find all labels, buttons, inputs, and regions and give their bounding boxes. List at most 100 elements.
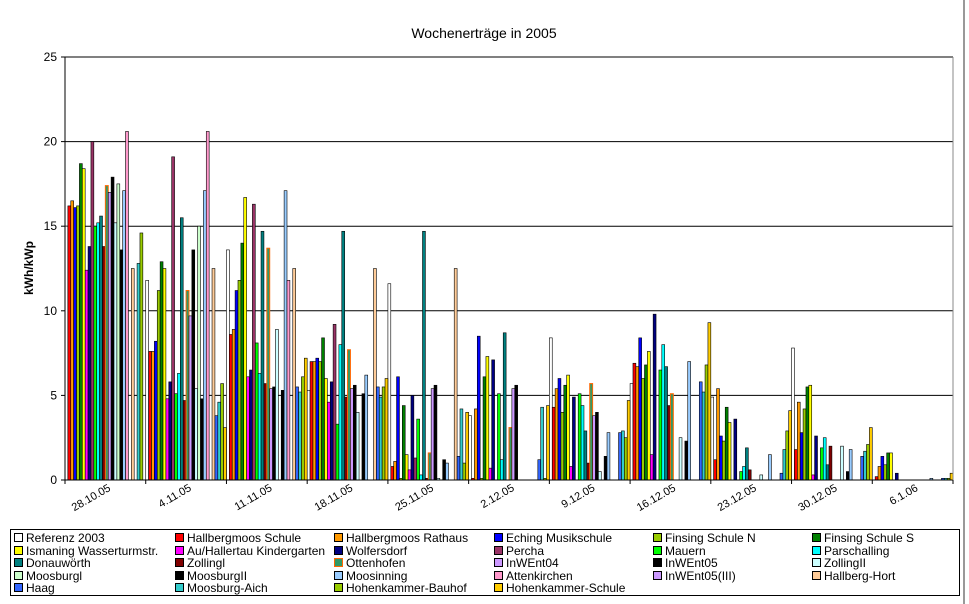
bar-moosburgii [280, 390, 285, 481]
bar-wolfersdorf [733, 418, 738, 481]
bar-donauw-rth [341, 230, 345, 481]
legend-swatch [653, 558, 662, 568]
y-tick-label: 5 [50, 388, 57, 402]
bar-donauw-rth [260, 230, 265, 481]
bar-ottenhofen [589, 383, 594, 481]
legend-item: Finsing Schule N [653, 532, 756, 545]
legend-swatch [334, 583, 343, 593]
bar-eching-musikschule [799, 432, 804, 481]
bars [64, 131, 954, 481]
bar-moosinning [768, 454, 772, 481]
legend-item: Attenkirchen [494, 569, 573, 583]
bar-zollingii [759, 474, 764, 481]
bar-ismaning-wasserturmstr- [243, 197, 247, 481]
bar-moosburg-aich [459, 408, 464, 481]
bar-ismaning-wasserturmstr- [889, 452, 893, 481]
bar-mauern [93, 225, 98, 481]
bar-hallbergmoos-schule [309, 361, 314, 481]
bar-inwent05 [595, 412, 599, 481]
legend-label: Parschalling [824, 543, 890, 558]
legend-item: Donauwörth [14, 557, 91, 570]
legend-label: Moosinning [346, 568, 408, 583]
x-tick-label: 2.12.05 [479, 482, 517, 511]
bar-finsing-schule-s [805, 386, 810, 481]
bar-moosburg-aich [782, 449, 787, 481]
bar-zollingl [747, 469, 752, 481]
legend-label: InWEnt05 [665, 556, 718, 571]
bar-eching-musikschule [638, 337, 642, 481]
bar-parschalling [177, 373, 181, 481]
legend-swatch [14, 545, 23, 555]
x-tick-label: 11.11.05 [233, 482, 275, 513]
legend-label: Wolfersdorf [346, 543, 408, 558]
bar-parschalling [500, 459, 504, 481]
bar-parschalling [338, 344, 343, 481]
legend-item: Moosinning [334, 568, 408, 583]
bar-parschalling [822, 437, 827, 481]
bar-hallbergmoos-schule [148, 351, 152, 481]
bar-referenz-2003 [549, 337, 553, 481]
legend-swatch [494, 583, 503, 593]
legend-item: Hallbergmoos Schule [175, 532, 301, 545]
bar-wolfersdorf [249, 369, 253, 481]
bar-zollingii [598, 471, 602, 481]
bar-eching-musikschule [154, 340, 158, 481]
bar-zollingii [275, 329, 279, 481]
bar-referenz-2003 [387, 283, 392, 481]
legend-swatch [494, 533, 503, 542]
bar-moosburgl [116, 183, 121, 481]
bar-inwent04 [350, 388, 354, 481]
bar-parschalling [742, 466, 746, 481]
bar-mauern [497, 393, 501, 481]
bar-hohenkammer-schule [465, 412, 469, 481]
bar-moosburg-aich [217, 401, 221, 481]
legend-swatch [653, 570, 662, 580]
bar-au-hallertau-kindergarten [488, 467, 493, 481]
bar-moosinning [122, 190, 126, 481]
bar-hohenkammer-bauhof [139, 232, 144, 481]
bar-parschalling [96, 222, 100, 481]
legend-swatch [812, 558, 821, 568]
bar-mauern [254, 342, 259, 481]
bar-wolfersdorf [895, 472, 899, 481]
bar-ismaning-wasserturmstr- [647, 351, 651, 481]
legend-label: Mauern [665, 543, 706, 558]
bar-au-hallertau-kindergarten [165, 398, 170, 481]
bar-parschalling [580, 405, 585, 481]
bar-finsing-schule-n [76, 205, 80, 481]
bar-hallbergmoos-schule [632, 362, 637, 481]
bar-moosburg-aich [136, 263, 141, 481]
y-tick-label: 25 [44, 50, 58, 64]
bar-hallbergmoos-schule [713, 459, 717, 481]
bar-finsing-schule-s [563, 384, 567, 481]
bar-hohenkammer-bauhof [381, 386, 386, 481]
legend-label: Eching Musikschule [506, 531, 613, 545]
legend-label: Percha [506, 543, 545, 558]
bar-haag [860, 456, 864, 481]
bar-ottenhofen [669, 393, 674, 481]
bar-hallbergmoos-schule [874, 476, 879, 481]
bar-haag [698, 381, 703, 481]
bar-moosburgii [361, 393, 366, 481]
bar-donauw-rth [664, 366, 668, 481]
bar-attenkirchen [125, 131, 129, 481]
bar-haag [779, 472, 784, 481]
bar-ottenhofen [266, 247, 271, 481]
bar-hohenkammer-bauhof [866, 444, 870, 481]
bar-donauw-rth [180, 217, 184, 481]
bar-finsing-schule-s [482, 376, 487, 481]
bar-donauw-rth [99, 215, 103, 481]
x-tick-label: 18.11.05 [313, 482, 355, 513]
legend-item: InWEnt05(III) [653, 569, 736, 583]
bar-wolfersdorf [491, 359, 495, 481]
bar-referenz-2003 [226, 249, 230, 481]
bar-hallberg-hort [131, 268, 135, 481]
bar-referenz-2003 [710, 396, 715, 481]
bar-eching-musikschule [476, 335, 481, 481]
bar-finsing-schule-n [237, 280, 242, 481]
bar-hallberg-hort [373, 268, 377, 481]
bar-au-hallertau-kindergarten [569, 466, 573, 481]
x-tick-label: 25.11.05 [393, 482, 435, 513]
bar-moosburg-aich [621, 430, 625, 481]
legend-item: Moosburg-Aich [175, 582, 268, 595]
